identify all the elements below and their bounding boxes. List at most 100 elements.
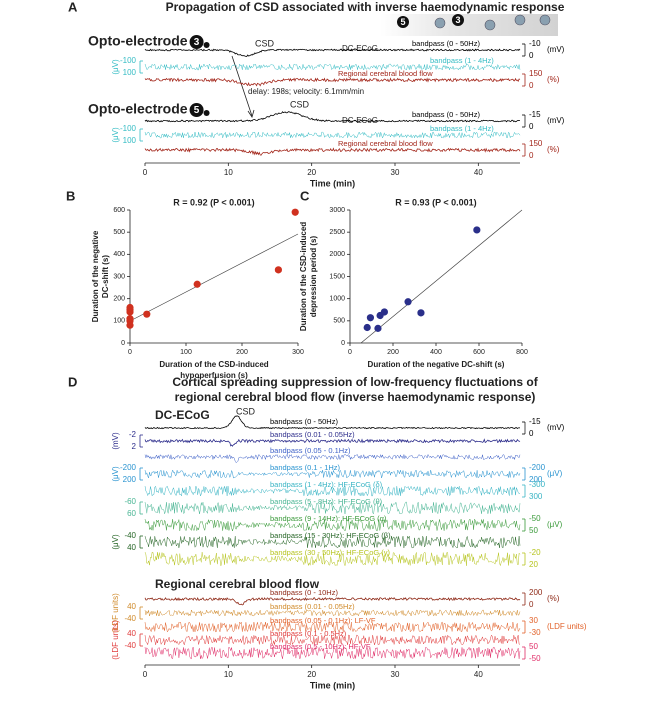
photo-electrode	[434, 17, 446, 29]
scale-tick-label: -60	[124, 497, 136, 506]
scale-unit: (μV)	[111, 59, 120, 75]
point	[417, 309, 425, 317]
x-tick-label: 20	[307, 670, 316, 679]
x-tick-label: 400	[430, 349, 442, 356]
x-tick-label: 0	[143, 670, 148, 679]
scale-tick-label: 0	[529, 600, 534, 609]
electrode-badge-label: 5	[194, 105, 200, 116]
scale-tick-label: 200	[529, 588, 543, 597]
trace-label: bandpass (1 - 4Hz)	[430, 56, 494, 65]
scale-unit: (%)	[547, 594, 560, 603]
scale-tick-label: -40	[124, 641, 136, 650]
panel-letter: A	[68, 0, 78, 14]
scale-tick-label: -10	[529, 39, 541, 48]
x-tick-label: 100	[180, 349, 192, 356]
trace	[144, 147, 521, 156]
trace	[144, 634, 521, 646]
scale-tick-label: -200	[529, 463, 546, 472]
x-tick-label: 600	[473, 349, 485, 356]
scale-tick-label: -20	[529, 548, 541, 557]
trace	[144, 535, 521, 549]
point	[374, 324, 382, 332]
trace-label: bandpass (0 - 10Hz)	[270, 588, 338, 597]
trace	[144, 501, 521, 515]
trace-label: bandpass (0.05 - 0.1Hz): LF-VF	[270, 616, 376, 625]
scale-tick-label: 0	[529, 151, 534, 160]
scale-tick-label: 20	[529, 560, 538, 569]
fit-line	[129, 233, 299, 322]
scale-tick-label: 200	[529, 475, 543, 484]
trace	[144, 438, 521, 447]
scale-tick-label: -40	[124, 614, 136, 623]
x-tick-label: 30	[391, 168, 400, 177]
y-tick-label: 600	[113, 207, 125, 214]
scale-unit: (mV)	[547, 45, 565, 54]
trace-label: bandpass (1 - 4Hz): HF-ECoG (δ)	[270, 480, 383, 489]
scale-unit: (mV)	[547, 423, 565, 432]
y-tick-label: 3000	[329, 207, 345, 214]
scale-tick-label: -15	[529, 110, 541, 119]
x-tick-label: 0	[143, 168, 148, 177]
x-tick-label: 30	[391, 670, 400, 679]
trace-label: bandpass (15 - 30Hz): HF-ECoG (β)	[270, 531, 391, 540]
scale-tick-label: -50	[529, 654, 541, 663]
y-tick-label: 0	[341, 340, 345, 347]
trace-label: bandpass (30 - 50Hz): HF-ECoG (γ)	[270, 548, 391, 557]
y-tick-label: 2000	[329, 251, 345, 258]
trace	[144, 415, 521, 430]
arrow	[231, 55, 253, 117]
scale-tick-label: 200	[123, 475, 137, 484]
y-axis-label: Duration of the CSD-induced	[299, 222, 308, 331]
electrode-badge-label: 3	[194, 37, 200, 48]
scale-tick-label: 150	[529, 139, 543, 148]
scale-unit: (LDF units)	[111, 593, 120, 633]
electrode-badge-label: 3	[455, 15, 460, 25]
trace	[144, 77, 521, 87]
x-tick-label: 0	[128, 349, 132, 356]
x-tick-label: 800	[516, 349, 528, 356]
scale-tick-label: -300	[529, 480, 546, 489]
y-tick-label: 500	[333, 318, 345, 325]
trace	[144, 48, 521, 57]
trace-label: bandpass (9 - 14Hz): HF-ECoG (α)	[270, 514, 387, 523]
photo-electrode	[539, 14, 551, 26]
electrode-badge	[397, 16, 409, 28]
trace-label: bandpass (0.01 - 0.05Hz)	[270, 430, 355, 439]
annotation: CSD	[255, 38, 275, 48]
photo	[380, 14, 558, 36]
trace	[144, 485, 521, 497]
y-tick-label: 0	[121, 340, 125, 347]
y-tick-label: 500	[113, 229, 125, 236]
group-title: Opto-electrode	[88, 33, 188, 49]
electrode-badge	[189, 35, 204, 49]
trace-label: bandpass (0.05 - 0.1Hz)	[270, 446, 351, 455]
x-tick-label: 300	[292, 349, 304, 356]
fit-line	[360, 209, 523, 344]
scale-tick-label: -15	[529, 417, 541, 426]
annotation: DC-ECoG	[342, 44, 378, 53]
trace	[144, 609, 521, 617]
scale-tick-label: 0	[529, 429, 534, 438]
x-tick-label: 0	[348, 349, 352, 356]
group-title: Opto-electrode	[88, 101, 188, 117]
scale-tick-label: 40	[127, 602, 136, 611]
panel-title: regional cerebral blood flow (inverse ha…	[175, 390, 536, 404]
point	[291, 208, 299, 216]
trace	[144, 646, 521, 660]
panel-letter: D	[68, 374, 77, 389]
trace	[144, 469, 521, 479]
scale-tick-label: -100	[120, 56, 137, 65]
y-tick-label: 200	[113, 296, 125, 303]
group-title: Regional cerebral blood flow	[155, 577, 320, 591]
scale-unit: (μV)	[547, 469, 563, 478]
y-axis-label: depression period (s)	[309, 235, 318, 317]
trace	[144, 596, 521, 606]
point	[193, 280, 201, 288]
annotation: CSD	[236, 406, 256, 416]
panel-letter: B	[66, 188, 75, 203]
x-tick-label: 10	[224, 670, 233, 679]
x-axis-label: hypoperfusion (s)	[180, 371, 248, 380]
trace-label: bandpass (0 - 50Hz)	[270, 417, 338, 426]
x-axis-label: Duration of the negative DC-shift (s)	[368, 360, 505, 369]
photo-electrode	[514, 14, 526, 26]
